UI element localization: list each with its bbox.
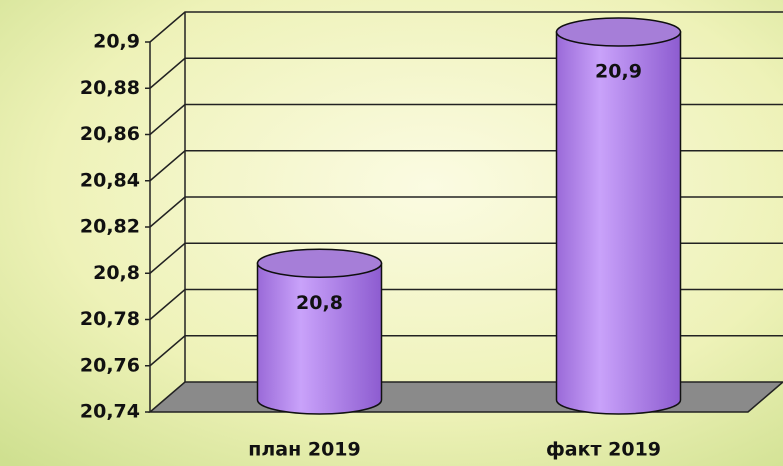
x-tick-label: план 2019 (248, 439, 361, 461)
y-tick-label: 20,82 (80, 216, 140, 238)
data-label: 20,9 (595, 61, 642, 83)
bar (555, 31, 682, 415)
grid-line (149, 11, 783, 43)
y-tick-label: 20,84 (80, 169, 140, 191)
bar-top (555, 17, 682, 47)
bar (256, 262, 383, 415)
y-tick-label: 20,78 (80, 308, 140, 330)
bar-top (256, 248, 383, 278)
y-tick-label: 20,88 (80, 77, 140, 99)
data-label: 20,8 (296, 292, 343, 314)
y-tick-label: 20,74 (80, 401, 140, 423)
y-tick-label: 20,76 (80, 354, 140, 376)
x-tick-label: факт 2019 (546, 439, 661, 461)
y-tick-label: 20,86 (80, 123, 140, 145)
y-tick-label: 20,8 (93, 262, 140, 284)
floor (147, 381, 783, 413)
y-tick-label: 20,9 (93, 31, 140, 53)
